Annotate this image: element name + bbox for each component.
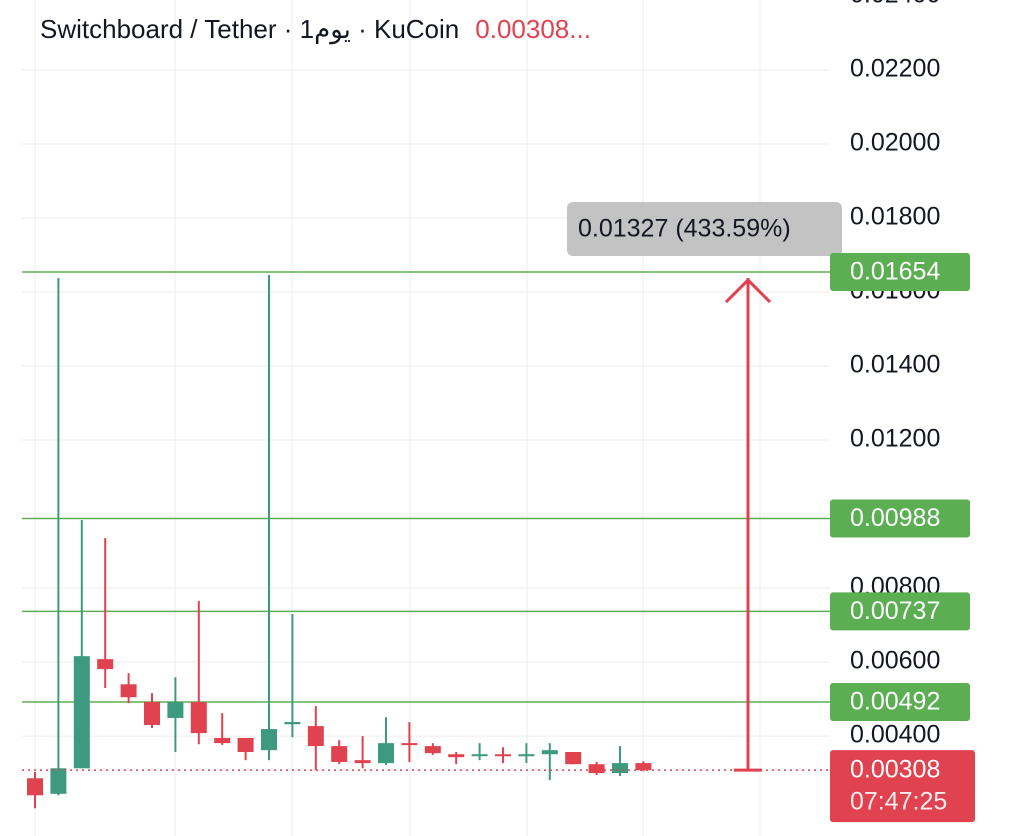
candle-body xyxy=(588,764,605,774)
candle-body xyxy=(471,754,488,757)
price-line-tag xyxy=(830,253,970,292)
candle-body xyxy=(190,702,207,734)
candle-body xyxy=(565,752,582,765)
candle-body xyxy=(120,684,137,698)
grid xyxy=(22,0,830,836)
price-line-tag xyxy=(830,499,970,538)
header-price: 0.00308... xyxy=(475,14,591,44)
chart-title: Switchboard / Tether · 1يوم · KuCoin xyxy=(40,14,459,45)
price-line-label: 0.00988 xyxy=(850,504,940,532)
price-line-label: 0.00492 xyxy=(850,688,940,716)
candle-body xyxy=(261,729,277,751)
candle-body xyxy=(354,760,371,764)
candle-body xyxy=(307,726,324,747)
candle-body xyxy=(73,656,90,769)
y-tick-label: 0.00600 xyxy=(850,647,940,675)
plot: 0.004000.006000.008000.010000.012000.014… xyxy=(22,0,975,823)
candle-body xyxy=(424,746,441,754)
candle-body xyxy=(612,763,628,774)
measure-arrowhead xyxy=(724,277,772,304)
candle-body xyxy=(518,754,535,757)
candle-body xyxy=(541,750,558,755)
candle-body xyxy=(97,659,114,670)
price-line-label: 0.01654 xyxy=(850,258,940,286)
candle-body xyxy=(237,737,254,752)
y-tick-label: 0.01800 xyxy=(850,203,940,231)
last-price-tag xyxy=(830,750,975,823)
y-tick-label: 0.02000 xyxy=(850,129,940,157)
measure-label-box xyxy=(567,202,842,257)
candle-body xyxy=(448,754,465,758)
candle-body xyxy=(495,754,511,757)
candle-body xyxy=(284,722,301,725)
countdown-label: 07:47:25 xyxy=(850,788,947,816)
y-tick-label: 0.01400 xyxy=(850,351,940,379)
measure-label: 0.01327 (433.59%) xyxy=(578,215,791,243)
candle-body xyxy=(144,702,160,725)
chart-header: Switchboard / Tether · 1يوم · KuCoin 0.00… xyxy=(40,14,591,45)
price-line-tag xyxy=(830,592,970,631)
candle-body xyxy=(331,746,348,762)
candle-body xyxy=(27,778,43,796)
candle-body xyxy=(401,743,418,746)
price-line-label: 0.00737 xyxy=(850,597,940,625)
candle-body xyxy=(50,768,67,794)
candle-body xyxy=(635,763,652,771)
y-tick-label: 0.02200 xyxy=(850,55,940,83)
price-line-tag xyxy=(830,683,970,722)
candle-body xyxy=(214,737,231,744)
y-tick-label: 0.02400 xyxy=(850,0,940,9)
y-tick-label: 0.01200 xyxy=(850,425,940,453)
candle-body xyxy=(167,702,184,718)
candle-body xyxy=(378,743,394,764)
y-tick-label: 0.00400 xyxy=(850,721,940,749)
last-price-label: 0.00308 xyxy=(850,756,940,784)
